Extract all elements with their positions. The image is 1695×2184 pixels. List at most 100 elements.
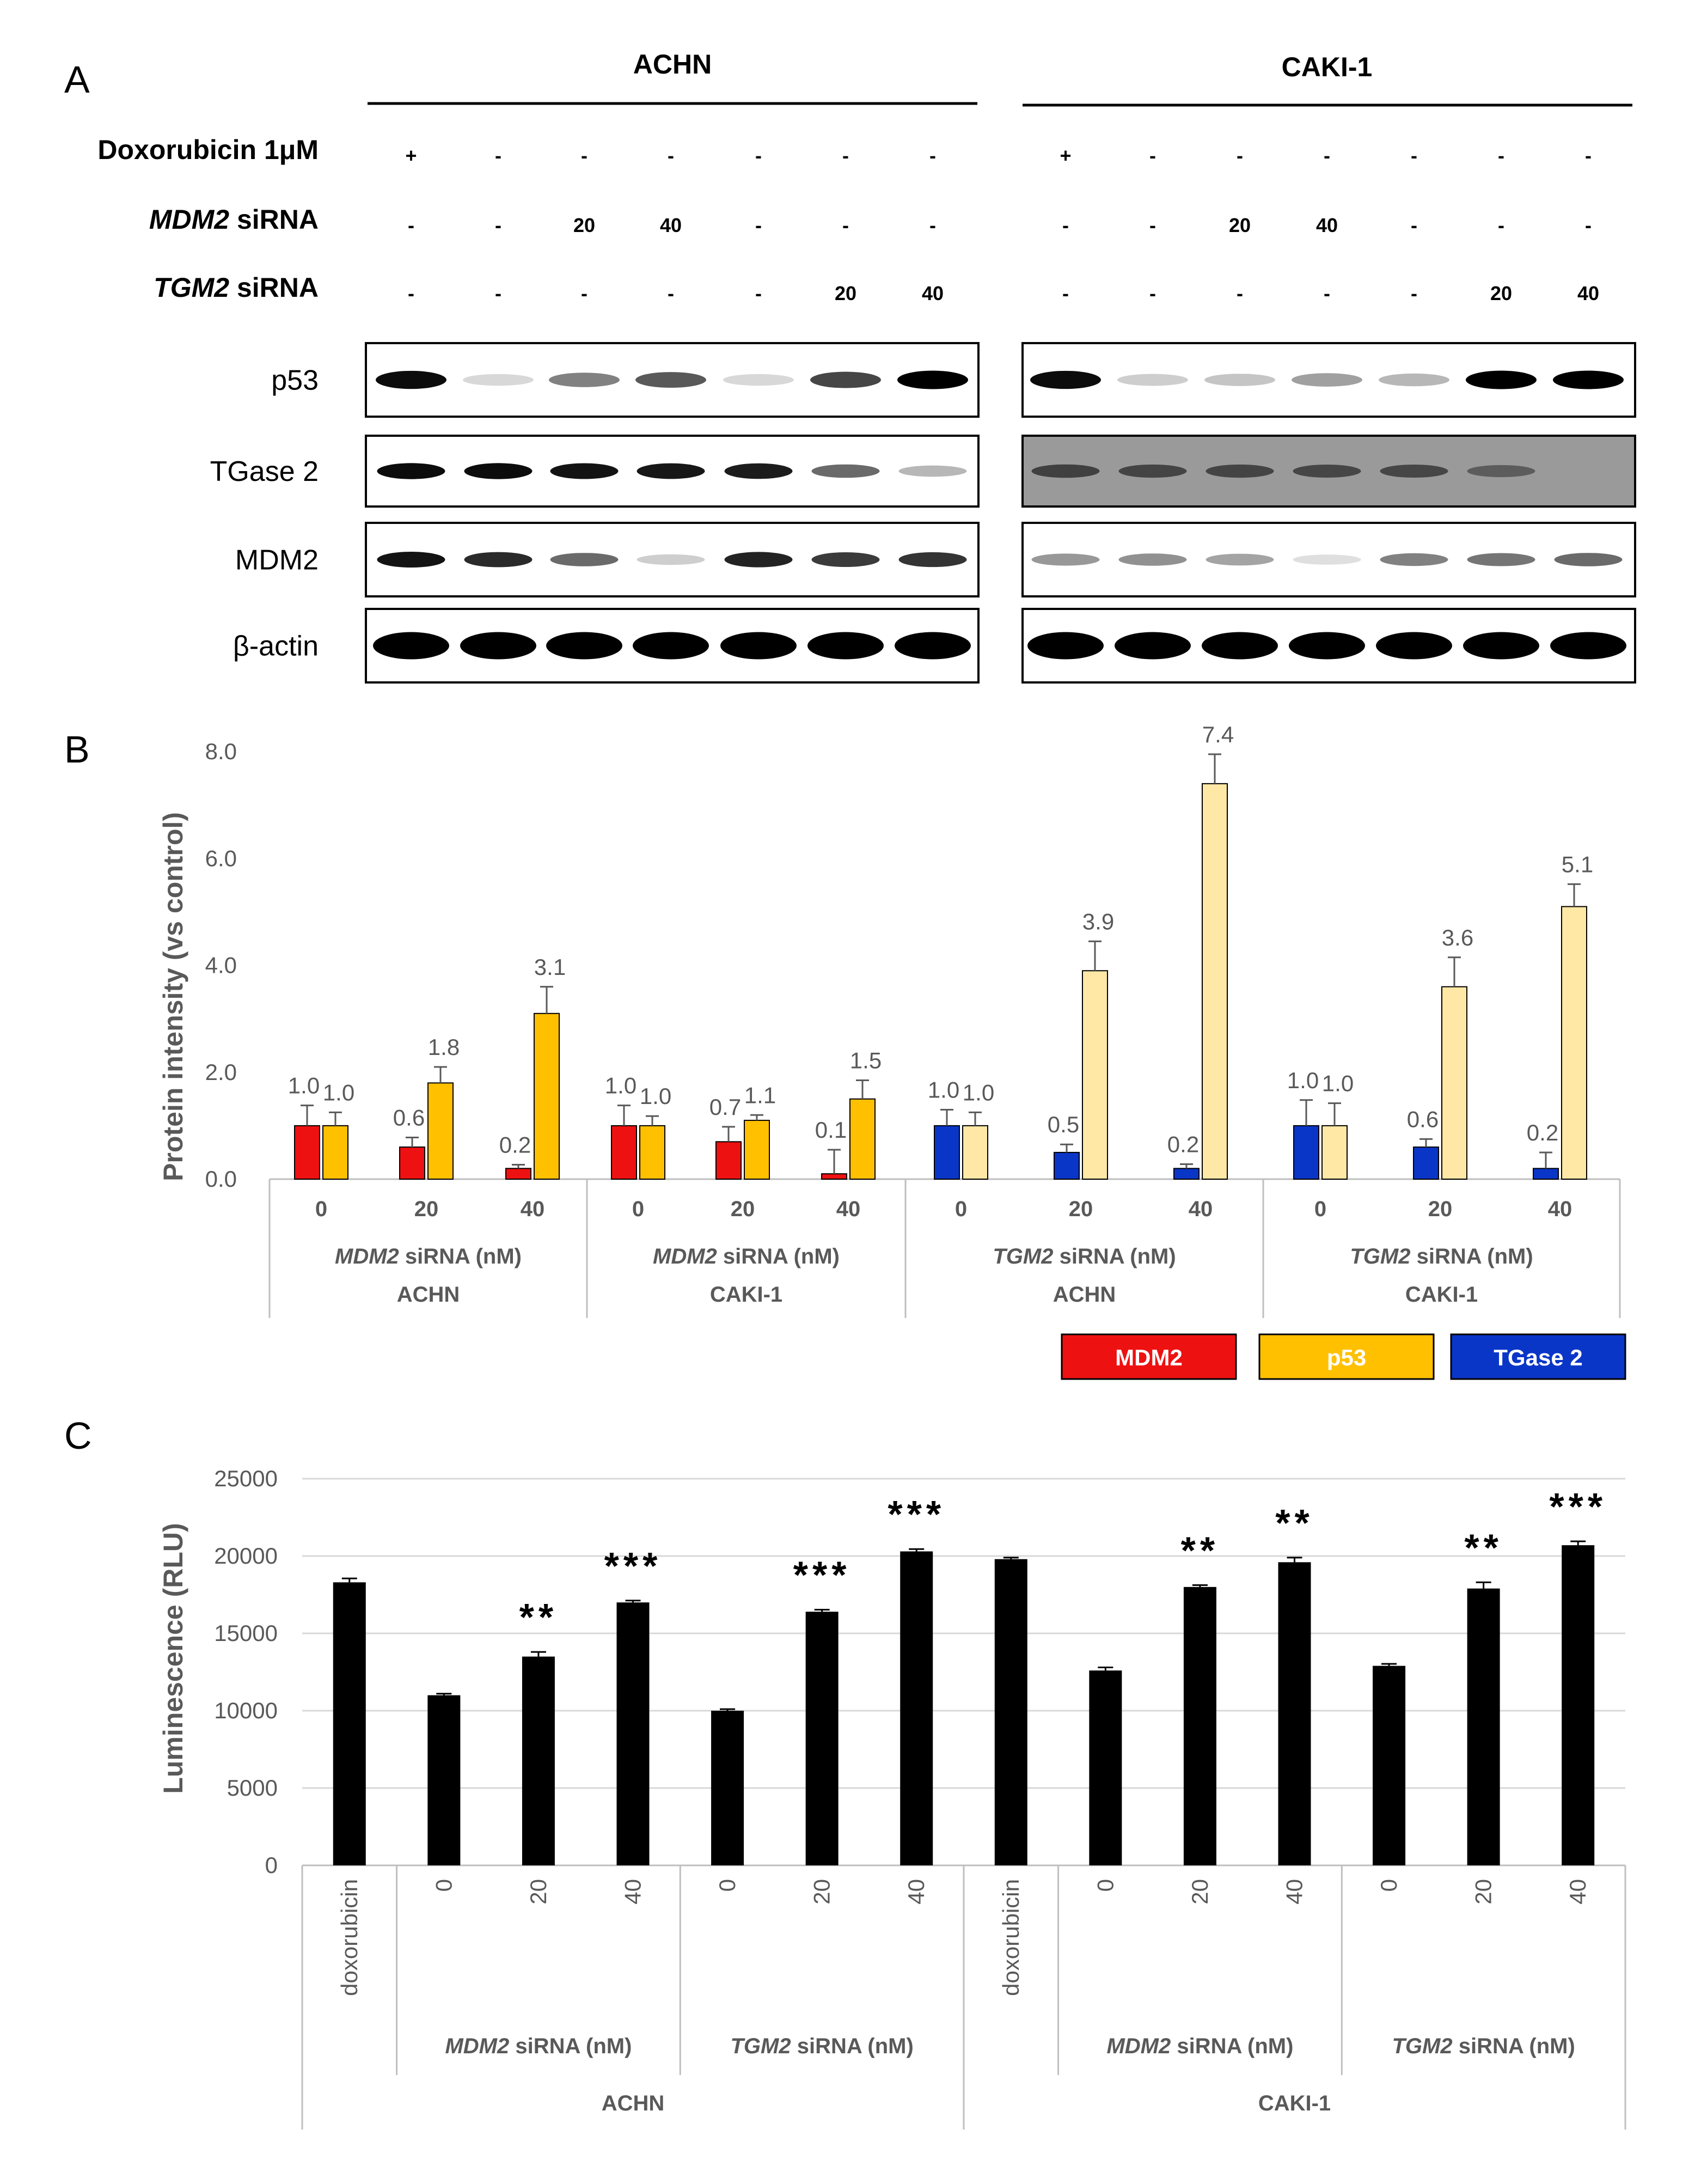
treatment-value-caki-1-5: - xyxy=(1498,214,1504,236)
panel-c-category-label: 20 xyxy=(809,1879,835,1905)
panel-b-data-label: 3.6 xyxy=(1442,925,1473,950)
panel-c-bar xyxy=(994,1559,1027,1865)
panel-b-category-label: 40 xyxy=(1189,1197,1213,1221)
treatment-value-achn-2-2: - xyxy=(581,282,588,304)
treatment-value-caki-2-2: - xyxy=(1237,282,1243,304)
panel-b-data-label: 1.0 xyxy=(1322,1071,1354,1096)
treatment-value-achn-2-6: 40 xyxy=(922,282,944,304)
panel-c-category-label: 40 xyxy=(620,1879,646,1905)
panel-b-data-label: 0.2 xyxy=(1167,1132,1199,1157)
panel-c-significance-marker: *** xyxy=(1549,1485,1607,1528)
panel-b-bars: 1.0 1.00.61.80.23.11.0 1.0 0.7 1.10.11.51.0 1… xyxy=(288,722,1593,1180)
panel-c-subgroup-label: TGM2 siRNA (nM) xyxy=(731,2034,914,2058)
panel-c-significance-marker: *** xyxy=(888,1493,945,1535)
blot-label-3: β-actin xyxy=(233,631,319,662)
panel-c-significance-marker: ** xyxy=(519,1596,558,1638)
panel-c-bar xyxy=(1373,1666,1406,1865)
panel-c-significance-marker: ** xyxy=(1464,1526,1502,1569)
treatment-value-achn-1-6: - xyxy=(929,214,936,236)
panel-c-bar xyxy=(1183,1587,1216,1865)
panel-c-category-label: 0 xyxy=(1376,1879,1402,1892)
blot-band-achn-2-4 xyxy=(724,552,793,568)
panel-c-subgroup-suffix: siRNA (nM) xyxy=(1453,2034,1575,2058)
blot-band-achn-0-5 xyxy=(810,371,881,388)
treatment-value-achn-1-4: - xyxy=(755,214,762,236)
blot-band-achn-0-4 xyxy=(723,374,794,386)
panel-c-significance-marker: ** xyxy=(1275,1502,1313,1544)
panel-c-category-label: 20 xyxy=(1187,1879,1213,1905)
panel-b-y-tick-label: 2.0 xyxy=(205,1059,237,1085)
panel-c-subgroup-label: TGM2 siRNA (nM) xyxy=(1392,2034,1575,2058)
panel-b-y-tick-label: 8.0 xyxy=(205,739,237,764)
panel-c-category-label: 40 xyxy=(1565,1879,1590,1905)
panel-b-category-label: 40 xyxy=(521,1197,545,1221)
panel-c-significance-marker: ** xyxy=(1181,1529,1219,1571)
panel-b-cell-line-label: CAKI-1 xyxy=(1405,1283,1478,1307)
treatment-value-achn-2-3: - xyxy=(668,282,674,304)
blot-band-achn-2-0 xyxy=(377,551,445,568)
panel-b-category-label: 0 xyxy=(315,1197,327,1221)
blot-band-achn-0-0 xyxy=(376,370,446,389)
blot-band-caki-1-3 xyxy=(1293,465,1361,478)
blot-band-achn-1-3 xyxy=(637,463,705,479)
panel-c-bar xyxy=(333,1582,366,1865)
blot-band-caki-0-0 xyxy=(1030,370,1101,389)
panel-b-category-label: 20 xyxy=(414,1197,439,1221)
panel-b-bar xyxy=(962,1125,988,1180)
blot-band-achn-1-0 xyxy=(377,463,445,479)
panel-b-bar xyxy=(1293,1125,1319,1180)
treatment-label-name-2: TGM2 xyxy=(154,272,229,303)
panel-c-bar xyxy=(1278,1562,1311,1865)
treatment-value-achn-0-4: - xyxy=(755,144,762,167)
blot-band-achn-3-0 xyxy=(373,632,449,660)
panel-b-category-label: 40 xyxy=(1548,1197,1572,1221)
panel-b-data-label: 1.0 xyxy=(1287,1067,1319,1093)
blot-band-caki-3-2 xyxy=(1202,632,1278,660)
blot-band-caki-3-6 xyxy=(1550,632,1626,660)
blot-band-caki-3-4 xyxy=(1376,632,1452,660)
panel-b-bar xyxy=(744,1120,770,1180)
blot-band-achn-1-1 xyxy=(464,463,533,479)
treatment-value-caki-0-5: - xyxy=(1498,144,1504,167)
treatment-row-values: + - - - - - - + - - - - - - - - 20 40 - - - - - 20 40 - - - - - - - - 20 4… xyxy=(405,144,1599,304)
panel-c-bars: ***** *************** xyxy=(333,1485,1607,1865)
panel-c-subgroup-gene: MDM2 xyxy=(1106,2034,1171,2058)
treatment-value-caki-1-1: - xyxy=(1149,214,1156,236)
treatment-value-achn-2-5: 20 xyxy=(835,282,856,304)
cell-line-header-achn: ACHN xyxy=(633,49,712,80)
panel-b-data-label: 0.6 xyxy=(1407,1106,1439,1132)
panel-b-group-suffix: siRNA (nM) xyxy=(1410,1244,1533,1268)
panel-c-y-tick-label: 15000 xyxy=(214,1620,278,1646)
treatment-value-caki-0-3: - xyxy=(1324,144,1330,167)
panel-c-category-label: 20 xyxy=(1471,1879,1496,1905)
panel-b-data-label: 3.9 xyxy=(1082,908,1114,934)
panel-c-subgroup-gene: TGM2 xyxy=(1392,2034,1453,2058)
panel-b-data-label: 1.0 xyxy=(963,1079,994,1105)
panel-c-subgroup-gene: MDM2 xyxy=(445,2034,509,2058)
panel-b-data-label: 1.0 xyxy=(928,1077,959,1102)
panel-b-data-label: 1.0 xyxy=(640,1083,671,1109)
blot-band-caki-2-5 xyxy=(1467,553,1535,566)
treatment-label-0: Doxorubicin 1μM xyxy=(97,135,319,165)
panel-c-significance-marker: *** xyxy=(793,1554,851,1596)
blot-band-achn-3-1 xyxy=(460,632,536,660)
panel-b-bar xyxy=(639,1125,665,1180)
legend-swatch-2 xyxy=(1450,1333,1626,1380)
treatment-value-achn-2-4: - xyxy=(755,282,762,304)
blot-band-caki-1-0 xyxy=(1031,464,1100,478)
panel-c-y-tick-label: 25000 xyxy=(214,1466,278,1491)
treatment-value-caki-2-4: - xyxy=(1411,282,1417,304)
blot-band-achn-2-6 xyxy=(898,552,967,568)
panel-b-bar xyxy=(849,1098,876,1180)
treatment-value-caki-1-2: 20 xyxy=(1229,214,1251,236)
panel-b-data-label: 0.6 xyxy=(393,1105,425,1130)
blot-band-caki-2-6 xyxy=(1554,553,1623,566)
blot-band-achn-2-1 xyxy=(464,552,533,568)
legend-label-1: p53 xyxy=(1327,1345,1366,1370)
panel-b-bar xyxy=(1561,906,1587,1180)
panel-b-bar xyxy=(1173,1168,1200,1180)
blot-band-caki-0-1 xyxy=(1117,374,1188,386)
panel-b-data-label: 7.4 xyxy=(1202,722,1234,747)
panel-b-legend: MDM2 p53 TGase 2 xyxy=(1061,1333,1626,1380)
